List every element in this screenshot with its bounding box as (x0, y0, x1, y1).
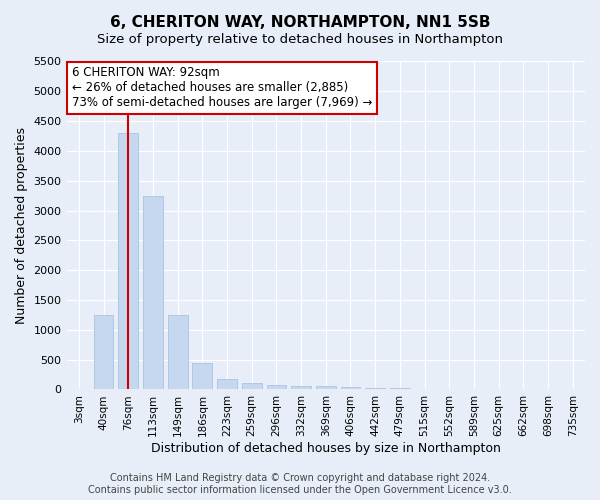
Bar (341, 387, 361, 390)
Bar (242, 384, 262, 390)
Text: 6 CHERITON WAY: 92sqm
← 26% of detached houses are smaller (2,885)
73% of semi-d: 6 CHERITON WAY: 92sqm ← 26% of detached … (72, 66, 372, 110)
Bar (316, 386, 335, 390)
Text: Contains HM Land Registry data © Crown copyright and database right 2024.
Contai: Contains HM Land Registry data © Crown c… (88, 474, 512, 495)
Bar (415, 388, 434, 390)
Text: Size of property relative to detached houses in Northampton: Size of property relative to detached ho… (97, 32, 503, 46)
Bar (94, 315, 113, 390)
X-axis label: Distribution of detached houses by size in Northampton: Distribution of detached houses by size … (151, 442, 501, 455)
Bar (143, 196, 163, 390)
Bar (118, 133, 138, 390)
Bar (439, 389, 459, 390)
Bar (390, 388, 410, 390)
Bar (365, 388, 385, 390)
Text: 6, CHERITON WAY, NORTHAMPTON, NN1 5SB: 6, CHERITON WAY, NORTHAMPTON, NN1 5SB (110, 15, 490, 30)
Y-axis label: Number of detached properties: Number of detached properties (15, 127, 28, 324)
Bar (193, 362, 212, 390)
Bar (168, 315, 188, 390)
Bar (266, 386, 286, 390)
Bar (217, 379, 237, 390)
Bar (291, 386, 311, 390)
